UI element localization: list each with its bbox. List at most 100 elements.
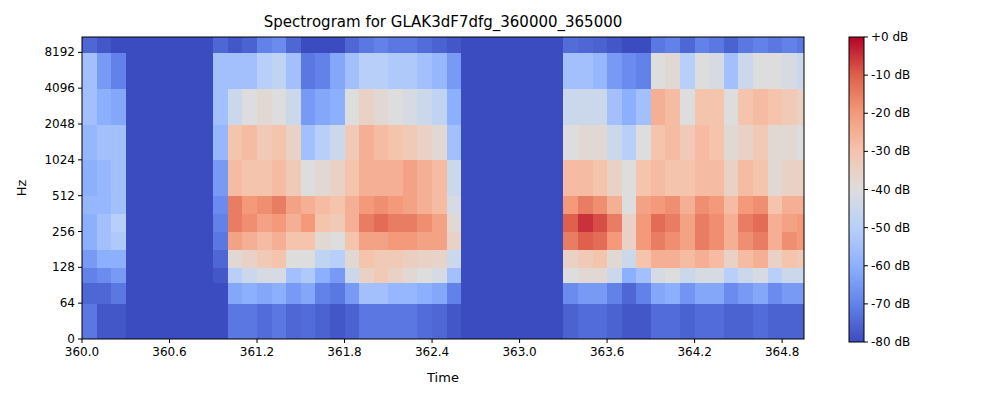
cell [359, 160, 374, 196]
cell [417, 124, 432, 160]
cell [170, 267, 185, 282]
cell [593, 267, 608, 282]
cell [111, 249, 126, 268]
cell [374, 124, 389, 160]
cell [680, 232, 695, 251]
cell [388, 282, 403, 304]
cell [549, 232, 564, 251]
cell [665, 249, 680, 268]
cell [476, 303, 491, 339]
cell [738, 267, 753, 282]
cell [651, 37, 666, 53]
cell [315, 282, 330, 304]
cell [534, 282, 549, 304]
cell [184, 88, 199, 124]
cell [563, 88, 578, 124]
cell [695, 282, 710, 304]
cell [447, 249, 462, 268]
cell [286, 282, 301, 304]
cell [301, 124, 316, 160]
cell [753, 37, 768, 53]
cell [505, 303, 520, 339]
cell [374, 52, 389, 88]
cell [140, 267, 155, 282]
cell [359, 88, 374, 124]
cell [330, 160, 345, 196]
cell [665, 37, 680, 53]
cell [417, 249, 432, 268]
cell [242, 196, 257, 215]
colorbar-tick-label: -40 dB [871, 183, 910, 197]
cell [709, 282, 724, 304]
cell [242, 232, 257, 251]
cell [272, 267, 287, 282]
cell [301, 249, 316, 268]
y-axis-label: Hz [14, 180, 29, 197]
cell [140, 249, 155, 268]
cell [403, 267, 418, 282]
cell [388, 160, 403, 196]
cell [257, 88, 272, 124]
cell [140, 124, 155, 160]
cell [286, 37, 301, 53]
colorbar-tick [864, 227, 868, 228]
cell [768, 267, 783, 282]
cell [520, 88, 535, 124]
cell [403, 303, 418, 339]
x-tick [519, 339, 520, 343]
cell [665, 303, 680, 339]
cell [213, 267, 228, 282]
cell [417, 214, 432, 233]
cell [768, 232, 783, 251]
cell [665, 214, 680, 233]
cell [345, 303, 360, 339]
cell [782, 214, 797, 233]
cell [724, 196, 739, 215]
cell [345, 88, 360, 124]
cell [272, 249, 287, 268]
cell [636, 232, 651, 251]
cell [315, 88, 330, 124]
cell [534, 303, 549, 339]
cell [140, 160, 155, 196]
cell [549, 282, 564, 304]
cell [286, 124, 301, 160]
cell [593, 249, 608, 268]
cell [607, 249, 622, 268]
cell [593, 52, 608, 88]
cell [622, 214, 637, 233]
x-tick [694, 339, 695, 343]
cell [461, 232, 476, 251]
cell [461, 124, 476, 160]
cell [753, 88, 768, 124]
cell [359, 52, 374, 88]
cell [461, 249, 476, 268]
cell [213, 124, 228, 160]
cell [199, 37, 214, 53]
cell [680, 282, 695, 304]
cell [432, 37, 447, 53]
cell [170, 88, 185, 124]
cell [753, 232, 768, 251]
cell [301, 232, 316, 251]
cell [753, 267, 768, 282]
cell [432, 196, 447, 215]
cell [534, 249, 549, 268]
cell [622, 160, 637, 196]
cell [593, 124, 608, 160]
cell [490, 282, 505, 304]
cell [330, 249, 345, 268]
cell [549, 88, 564, 124]
cell [636, 88, 651, 124]
cell [636, 124, 651, 160]
cell [607, 196, 622, 215]
cell [388, 303, 403, 339]
cell [213, 196, 228, 215]
cell [184, 124, 199, 160]
cell [578, 249, 593, 268]
cell [82, 249, 97, 268]
cell [97, 124, 112, 160]
cell [213, 214, 228, 233]
cell [170, 232, 185, 251]
cell [272, 303, 287, 339]
